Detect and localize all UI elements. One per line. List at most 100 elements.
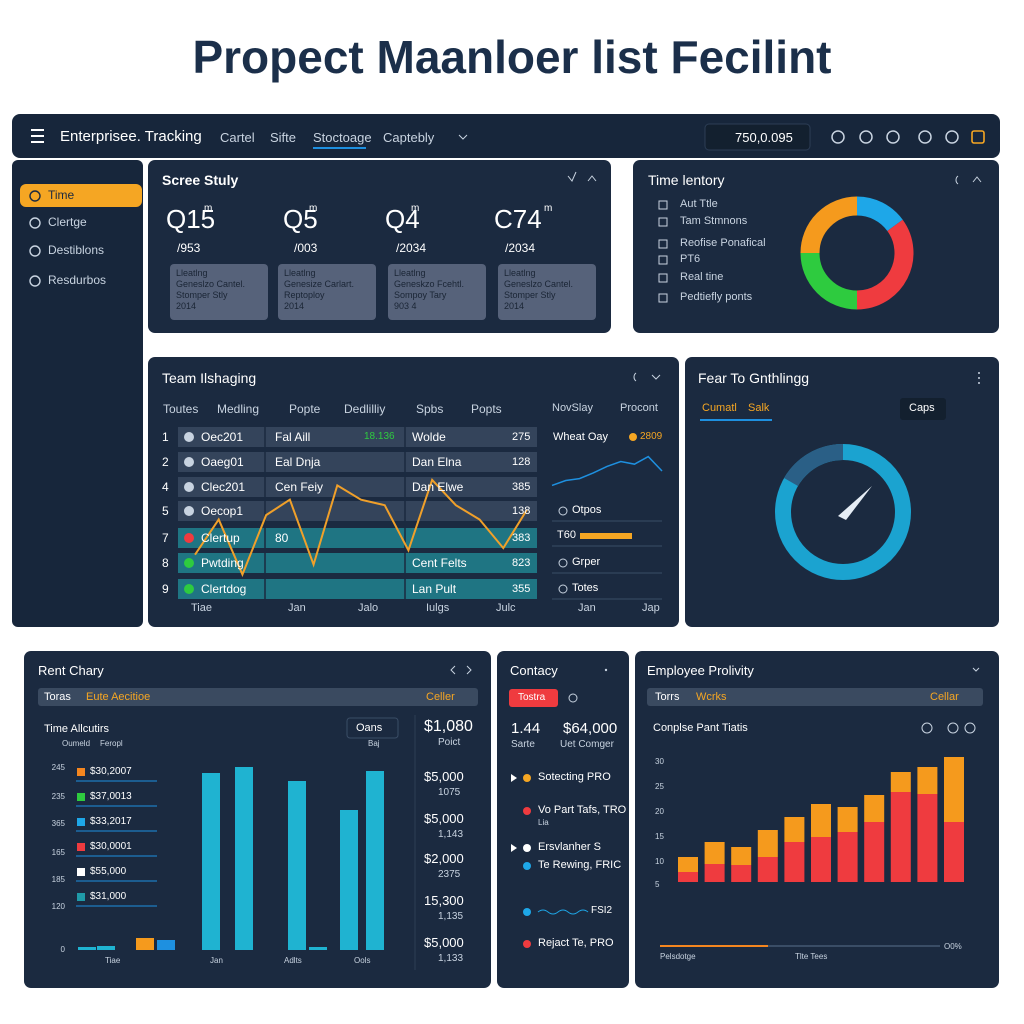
list-item: Ersvlanher S (538, 841, 601, 853)
search[interactable]: Oans (356, 722, 383, 734)
stacked-bar (731, 847, 752, 865)
tab[interactable]: Salk (748, 402, 770, 414)
tab[interactable]: Torrs (655, 691, 680, 703)
item-icon (658, 217, 668, 227)
cell: 138 (512, 505, 531, 517)
active-item-bg (20, 184, 142, 207)
note-line: Lleatlng (504, 268, 536, 278)
list-item: Rejact Te, PRO (538, 937, 614, 949)
stacked-bar (678, 872, 698, 882)
toolbar-icon (971, 130, 985, 144)
list-item: Tam Stmnons (680, 215, 748, 227)
side-item[interactable]: Resdurbos (48, 273, 107, 287)
nav-item[interactable]: Stoctoage (313, 130, 372, 145)
tab-strip (647, 688, 983, 706)
gauge-needle (838, 486, 872, 520)
legend-label: $37,0013 (90, 791, 132, 802)
row-number: 9 (162, 582, 169, 596)
donut-segment (856, 219, 914, 310)
row-icon (184, 457, 194, 467)
button-bg (900, 398, 946, 420)
kpi-sup: m (204, 203, 213, 214)
legend-swatch (77, 843, 85, 851)
button[interactable]: Tostra (518, 692, 546, 703)
panel-title: Employee Prolivity (647, 663, 754, 678)
item-icon (658, 255, 668, 265)
note-card (388, 264, 486, 320)
row-number: 8 (162, 556, 169, 570)
stacked-bar (944, 757, 964, 822)
stacked-bar (811, 804, 831, 837)
side-item[interactable]: Clertge (48, 215, 87, 229)
row-name: Oecop1 (201, 504, 244, 518)
y-label: 20 (655, 807, 664, 816)
stat-value: $5,000 (424, 769, 464, 784)
tab[interactable]: Toras (44, 691, 71, 703)
note-line: Lleatlng (394, 268, 426, 278)
kpi-sub: /953 (177, 241, 201, 255)
status-dot (523, 774, 531, 782)
cell: Lan Pult (412, 582, 457, 596)
note-line: 2014 (284, 301, 305, 311)
toolbar-icon (831, 130, 845, 144)
counter: 750,0.095 (735, 130, 793, 145)
list-item: PT6 (680, 253, 701, 265)
list-item: Aut Ttle (680, 198, 718, 210)
chevrons (633, 372, 661, 382)
action[interactable]: Celler (426, 691, 455, 703)
item-icon (658, 293, 668, 303)
y-label: 245 (51, 763, 65, 772)
column-header: Dedlilliy (344, 402, 386, 416)
chevrons (955, 175, 982, 185)
icon (921, 722, 933, 734)
y-label: 10 (655, 857, 664, 866)
side-icon (29, 217, 41, 229)
kpi-value: $64,000 (563, 720, 618, 737)
tab[interactable]: Eute Aecitioe (86, 691, 151, 703)
y-label: 185 (51, 875, 65, 884)
row-name: Pwtding (201, 556, 244, 570)
row-name: Clec201 (201, 480, 246, 494)
badge-dot (629, 433, 637, 441)
note-line: Stomper Stly (176, 290, 228, 300)
stacked-bar (704, 842, 725, 864)
legend-swatch (77, 793, 85, 801)
cell: 128 (512, 456, 531, 468)
cell: 275 (512, 431, 531, 443)
nav-item[interactable]: Captebly (383, 130, 435, 145)
legend-swatch (77, 893, 85, 901)
item-icon (558, 558, 568, 568)
nav-item[interactable]: Cartel (220, 130, 255, 145)
side-item: Grper (572, 556, 601, 568)
column-header: Popts (471, 402, 502, 416)
column-header: Spbs (416, 402, 444, 416)
icon (964, 722, 976, 734)
status-dot (523, 862, 531, 870)
button[interactable]: Caps (909, 402, 935, 414)
item-icon (558, 506, 568, 516)
bar (235, 767, 253, 950)
toolbar-icon (886, 130, 900, 144)
kpi-value: 1.44 (511, 720, 541, 737)
tab[interactable]: Cumatl (702, 402, 737, 414)
search-box (346, 717, 399, 739)
cell: Cent Felts (412, 556, 467, 570)
note-line: Genesize Carlart. (284, 279, 355, 289)
side-item[interactable]: Time (48, 188, 75, 202)
legend-swatch (77, 768, 85, 776)
note-line: Geneslzo Cantel. (176, 279, 246, 289)
status-dot (523, 908, 531, 916)
donut-segment (800, 196, 858, 254)
side-item[interactable]: Destiblons (48, 243, 105, 257)
cell: Eal Dnja (275, 455, 321, 469)
action[interactable]: Cellar (930, 691, 959, 703)
nav-item[interactable]: Sifte (270, 130, 297, 145)
column-header: NovSlay (552, 402, 593, 414)
donut-segment (800, 252, 858, 310)
chevrons (567, 171, 597, 182)
search-sub: Baj (368, 739, 380, 748)
tab[interactable]: Wcrks (696, 691, 727, 703)
row-icon (184, 533, 194, 543)
note-line: Lleatlng (176, 268, 208, 278)
